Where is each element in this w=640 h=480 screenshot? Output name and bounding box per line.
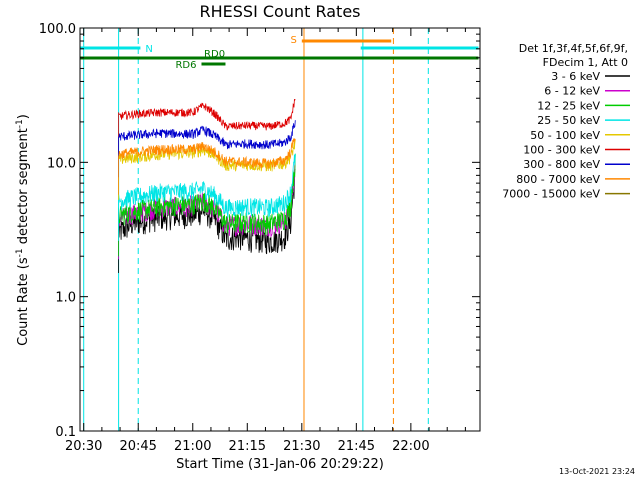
- series-line-6: [118, 120, 296, 178]
- axes: 0.1 1.0 10.0 100.0 20:30 20:45 21:00 21:15 21:30…: [39, 22, 480, 454]
- annotation-label-3: RD6: [175, 60, 196, 71]
- x-tick-label-3: 21:15: [229, 439, 266, 454]
- y-tick-label-1: 1.0: [55, 291, 76, 306]
- legend-label-0: 3 - 6 keV: [551, 70, 600, 83]
- plot-frame: [79, 27, 481, 432]
- legend-label-1: 6 - 12 keV: [544, 85, 600, 98]
- legend-label-6: 300 - 800 keV: [523, 158, 600, 171]
- x-tick-label-1: 20:45: [119, 439, 156, 454]
- series-line-5: [118, 99, 296, 157]
- generation-timestamp: 13-Oct-2021 23:24: [559, 467, 635, 476]
- legend-header-0: Det 1f,3f,4f,5f,6f,9f,: [519, 42, 628, 55]
- x-tick-label-5: 21:45: [338, 439, 375, 454]
- legend-label-7: 800 - 7000 keV: [516, 173, 600, 186]
- legend-label-3: 25 - 50 keV: [537, 114, 600, 127]
- y-tick-label-3: 100.0: [39, 22, 76, 37]
- annotation-label-0: N: [145, 44, 152, 55]
- legend: Det 1f,3f,4f,5f,6f,9f,FDecim 1, Att 03 -…: [502, 42, 630, 201]
- x-tick-label-6: 22:00: [392, 439, 429, 454]
- x-tick-label-4: 21:30: [283, 439, 320, 454]
- data-series: [118, 99, 296, 273]
- y-tick-label-2: 10.0: [47, 156, 76, 171]
- legend-label-4: 50 - 100 keV: [530, 129, 600, 142]
- legend-label-2: 12 - 25 keV: [537, 99, 600, 112]
- series-line-2: [118, 153, 296, 257]
- x-axis-label: Start Time (31-Jan-06 20:29:22): [176, 457, 384, 472]
- x-tick-label-2: 21:00: [174, 439, 211, 454]
- annotation-label-2: S: [290, 35, 296, 46]
- series-line-7: [118, 138, 296, 195]
- legend-label-8: 7000 - 15000 keV: [502, 188, 600, 201]
- annotation-label-4: RD0: [204, 49, 225, 60]
- y-axis-label: Count Rate (s-1 detector segment-1): [15, 114, 31, 346]
- chart-title: RHESSI Count Rates: [200, 2, 361, 21]
- annotation-bars: N S RD6 RD0: [80, 35, 479, 71]
- series-line-3: [118, 153, 296, 241]
- y-tick-label-0: 0.1: [55, 425, 76, 440]
- legend-header-1: FDecim 1, Att 0: [543, 56, 628, 69]
- legend-label-5: 100 - 300 keV: [523, 144, 600, 157]
- x-tick-label-0: 20:30: [65, 439, 102, 454]
